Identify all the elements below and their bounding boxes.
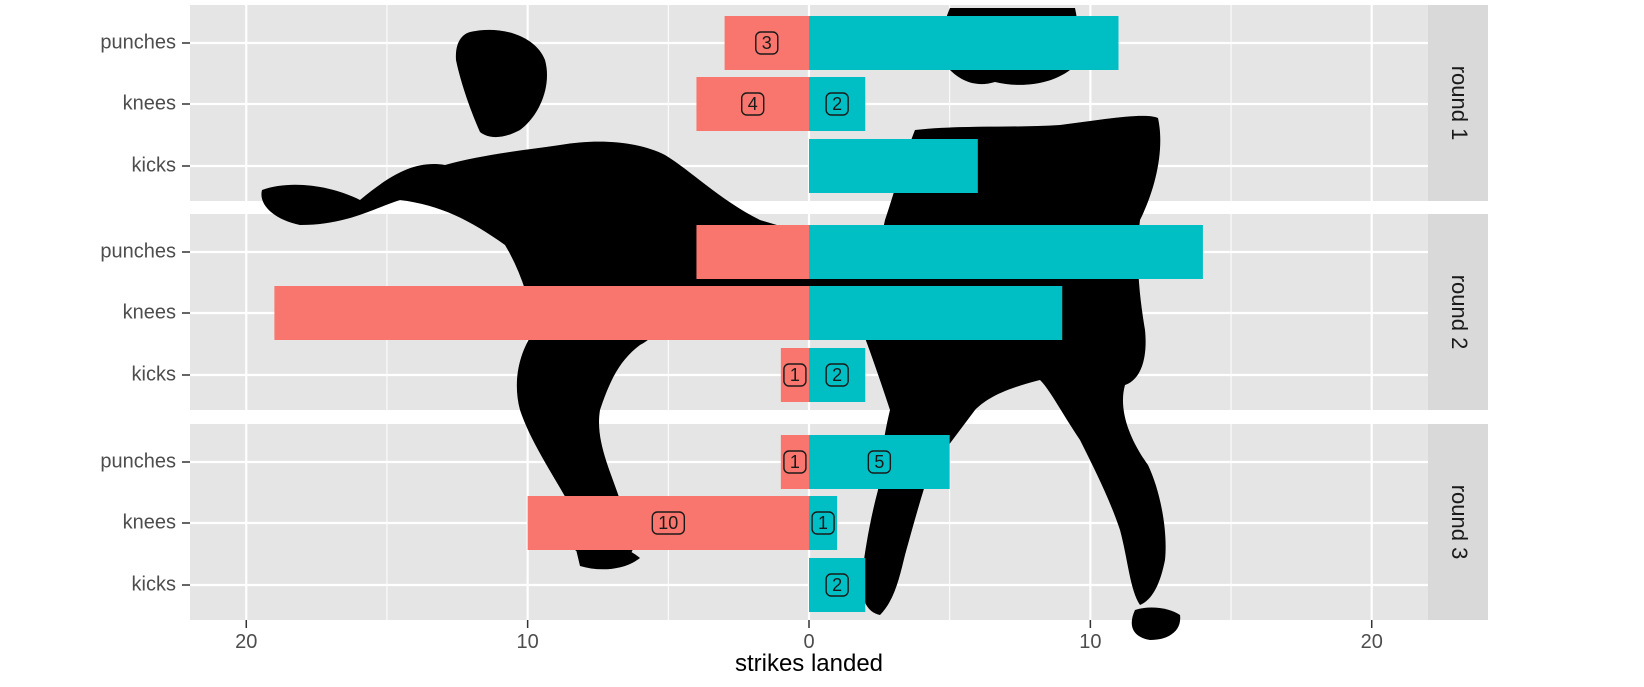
bar-label: 1 xyxy=(818,513,828,533)
bar-right-kicks xyxy=(809,348,866,402)
x-tick-label: 0 xyxy=(803,631,814,653)
x-tick-label: 10 xyxy=(517,631,539,653)
bar-label-box xyxy=(741,92,765,116)
bar-label-box xyxy=(783,363,807,387)
x-tick-label: 10 xyxy=(1079,631,1101,653)
y-tick-label: punches xyxy=(100,240,176,262)
bar-label: 2 xyxy=(832,94,842,114)
x-axis-title: strikes landed xyxy=(735,650,883,677)
bar-right-kicks xyxy=(809,558,866,612)
bar-label: 1 xyxy=(790,365,800,385)
bar-label: 2 xyxy=(832,575,842,595)
bar-label: 2 xyxy=(832,365,842,385)
y-tick-label: kicks xyxy=(132,154,176,176)
x-tick-label: 20 xyxy=(235,631,257,653)
y-tick-label: knees xyxy=(123,511,176,533)
bar-right-kicks xyxy=(809,139,978,193)
bar-label-box xyxy=(651,511,686,535)
bar-label-box xyxy=(811,511,835,535)
facet-strip-1 xyxy=(1428,5,1488,201)
facet-strip-label: round 2 xyxy=(1447,275,1472,350)
y-tick-label: kicks xyxy=(132,363,176,385)
bar-right-punches xyxy=(809,435,950,489)
facet-strip-label: round 1 xyxy=(1447,66,1472,141)
bar-label-box xyxy=(867,450,892,474)
bar-right-knees xyxy=(809,496,838,550)
bar-label-box xyxy=(825,363,849,387)
x-tick-label: 20 xyxy=(1361,631,1383,653)
y-tick-label: knees xyxy=(123,92,176,114)
bar-label: 10 xyxy=(658,513,678,533)
bar-left-knees xyxy=(527,496,809,550)
facet-strip-3 xyxy=(1428,424,1488,620)
bar-right-knees xyxy=(809,77,866,131)
y-tick-label: punches xyxy=(100,31,176,53)
bar-right-punches xyxy=(809,225,1203,279)
bar-label: 4 xyxy=(748,94,758,114)
bar-labels: 3 4 1 1 10 2 2 5 1 2 xyxy=(651,31,892,597)
bars xyxy=(274,16,1203,612)
bar-left-punches xyxy=(724,16,809,70)
bar-label-box xyxy=(755,31,779,55)
bar-label-box xyxy=(825,573,849,597)
bar-label: 3 xyxy=(762,33,772,53)
bar-left-knees xyxy=(696,77,809,131)
bar-right-punches xyxy=(809,16,1119,70)
bar-label: 5 xyxy=(874,452,884,472)
axes: punches knees kicks punches knees kicks punche… xyxy=(100,31,1382,653)
facet-strip-2 xyxy=(1428,214,1488,410)
bar-label-box xyxy=(825,92,849,116)
facet-strip-label: round 3 xyxy=(1447,485,1472,560)
y-tick-label: kicks xyxy=(132,573,176,595)
bar-label: 1 xyxy=(790,452,800,472)
bar-left-knees xyxy=(274,286,810,340)
bar-left-kicks xyxy=(780,348,809,402)
bar-right-knees xyxy=(809,286,1063,340)
bar-label-box xyxy=(783,450,807,474)
bar-left-punches xyxy=(780,435,809,489)
bar-left-punches xyxy=(696,225,809,279)
y-tick-label: punches xyxy=(100,450,176,472)
y-tick-label: knees xyxy=(123,301,176,323)
